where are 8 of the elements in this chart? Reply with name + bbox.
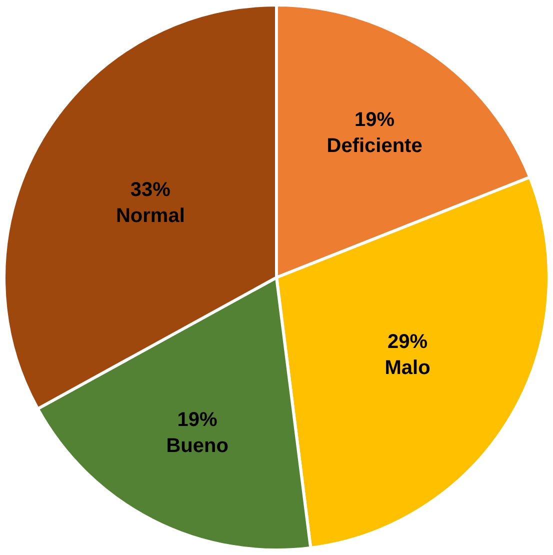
slice-label: Normal — [116, 204, 185, 227]
data-label: 33% — [130, 178, 171, 201]
data-label: 19% — [354, 109, 395, 132]
data-label: 29% — [388, 330, 428, 353]
slice-label: Bueno — [166, 434, 228, 457]
data-label: 19% — [177, 408, 218, 431]
slice-label: Deficiente — [326, 135, 422, 158]
slice-label: Malo — [384, 356, 430, 379]
